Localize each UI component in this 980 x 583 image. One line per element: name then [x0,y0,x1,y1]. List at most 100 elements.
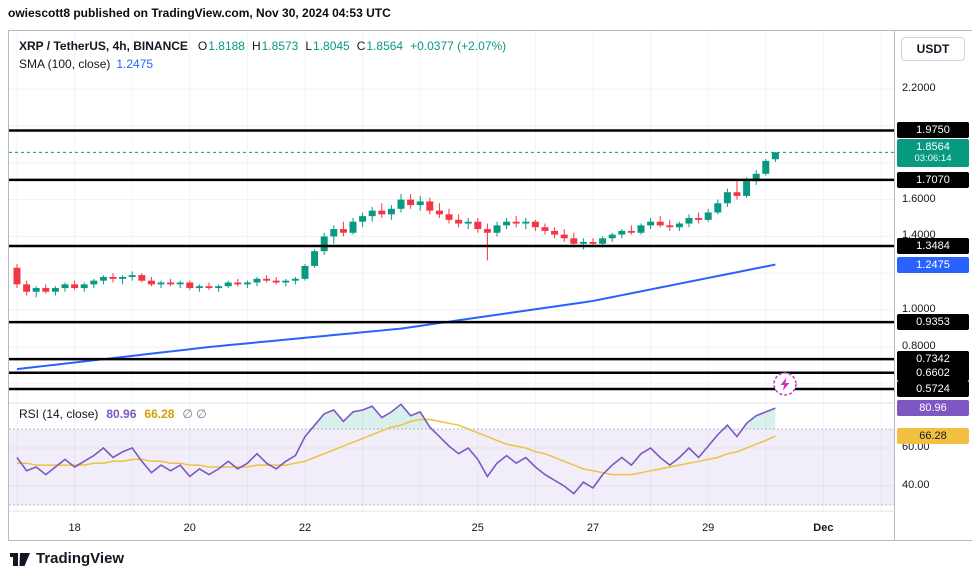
candle [157,282,165,285]
candle [407,199,415,206]
candle [128,275,136,277]
price-tick: 2.2000 [902,82,936,94]
candle [215,286,223,289]
rsi-legend-value: 80.96 [106,407,137,421]
rsi-line [16,403,776,495]
candle [320,236,328,252]
candle [483,229,491,233]
time-label: Dec [813,522,833,534]
candle [618,230,626,235]
candle [752,173,760,182]
candle [13,267,21,285]
low-value: 1.8045 [313,39,350,53]
rsi-legend-title: RSI (14, close) [19,407,99,421]
candle [541,227,549,231]
symbol-title[interactable]: XRP / TetherUS, 4h, BINANCE [19,39,188,53]
candle [723,192,731,204]
candle [435,210,443,215]
rsi-legend[interactable]: RSI (14, close) 80.96 66.28 ∅ ∅ [19,407,207,421]
price-tick: 1.0000 [902,303,936,316]
level-label: 0.5724 [897,380,969,397]
price-tick: 0.8000 [902,340,936,353]
candle [339,229,347,233]
price-axis[interactable]: USDT 2.2000 1.6000 1.4000 1.0000 0.8000 60.00… [894,31,972,540]
rsi-band [9,429,894,505]
candle [23,284,31,292]
price-tick: 1.6000 [902,192,936,205]
last-price-label: 1.8564 03:06:14 [897,139,969,168]
candle [253,278,261,283]
candle [762,160,770,174]
candle [291,278,299,281]
candle [272,280,280,283]
candle [733,192,741,196]
symbol-legend[interactable]: XRP / TetherUS, 4h, BINANCE O1.8188 H1.857… [19,39,506,53]
level-label: 1.3484 [897,237,969,254]
rsi-empty-params: ∅ ∅ [182,407,207,421]
level-label: 0.9353 [897,314,969,331]
level-label: 0.6602 [897,364,969,381]
tradingview-logo[interactable] [10,549,30,567]
sma-legend[interactable]: SMA (100, close) 1.2475 [19,57,153,71]
candle [51,288,59,292]
candle [32,288,40,292]
candle [714,203,722,213]
candle [195,286,203,289]
candle [695,218,703,220]
candle [397,199,405,209]
candle [493,225,501,233]
candle [80,284,88,289]
high-label: H [251,39,261,53]
candle [416,201,424,206]
candle [503,221,511,226]
chart-canvas[interactable]: 18 20 22 25 27 29 Dec [9,31,894,542]
candle [99,276,107,281]
candle [224,282,232,287]
rsi-value-label: 80.96 [897,400,969,417]
candle [771,152,779,160]
candle [637,225,645,233]
candle [243,282,251,285]
time-label: 22 [299,522,311,534]
footer: TradingView [10,549,124,567]
candle [599,238,607,244]
candle [512,221,520,224]
candle [205,286,213,289]
sma-value-label: 1.2475 [897,256,969,273]
candle [234,282,242,285]
time-label: 20 [184,522,196,534]
candle [522,221,530,224]
candle [42,288,50,292]
candle [608,234,616,239]
candle [589,241,597,244]
candle [90,280,98,285]
candle [263,278,271,281]
open-value: 1.8188 [208,39,245,53]
time-label: 18 [68,522,80,534]
candle [311,251,319,266]
candle [666,225,674,228]
candle [551,230,559,235]
change-value: +0.0377 (+2.07%) [410,39,507,53]
currency-button[interactable]: USDT [901,37,965,61]
candle [282,280,290,283]
candle [579,241,587,244]
candle [675,223,683,228]
sma-legend-title: SMA (100, close) [19,57,111,71]
rsi-ma-value-label: 66.28 [897,428,969,445]
close-value: 1.8564 [366,39,404,53]
candle [627,230,635,233]
rsi-tick: 40.00 [902,479,930,491]
candle [531,221,539,228]
candle [445,214,453,220]
attribution-text: owiescott8 published on TradingView.com,… [8,6,391,20]
candle [119,276,127,279]
candle [167,282,175,285]
chart-card: 18 20 22 25 27 29 Dec XRP / TetherUS, 4h, BINA… [8,30,972,541]
candle [71,284,79,289]
rsi-ma-legend-value: 66.28 [144,407,175,421]
candle [647,221,655,226]
lightning-icon[interactable] [773,372,797,396]
brand-name[interactable]: TradingView [36,549,125,567]
candle [186,282,194,289]
